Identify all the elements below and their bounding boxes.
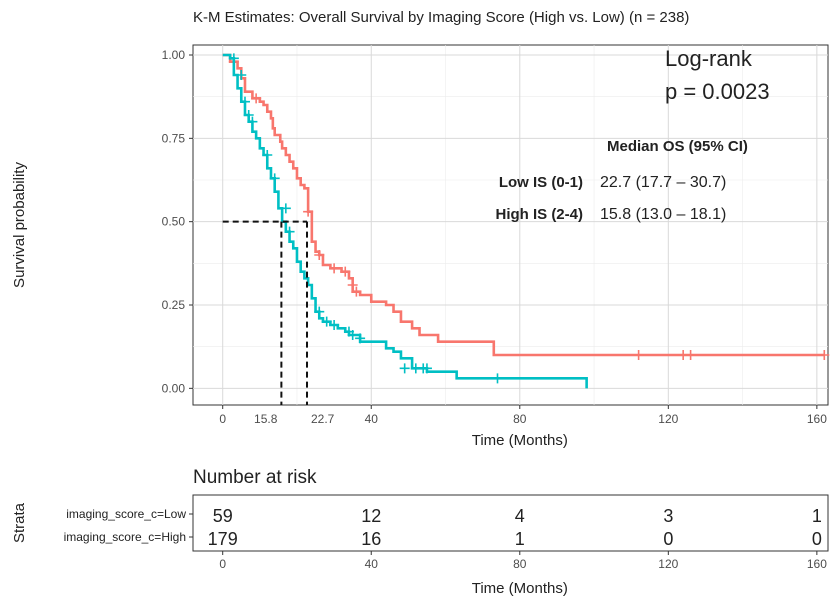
x-tick-label: 120 [658,412,678,426]
risk-x-tick-label: 40 [365,557,379,571]
y-axis-title: Survival probability [11,162,28,288]
km-curve-low [222,53,825,357]
median-header: Median OS (95% CI) [607,138,748,155]
risk-cell: 4 [515,506,525,526]
censor-mark-high [399,363,410,374]
censor-mark-high [239,96,250,107]
risk-panel [192,494,829,552]
censor-mark-high [236,70,247,80]
censor-mark-low [685,350,696,360]
censor-mark-low [819,350,830,360]
risk-x-tick-label: 0 [219,557,226,571]
censor-mark-high [314,306,325,317]
median-row-group: High IS (2-4) [495,206,583,223]
risk-cell: 3 [663,506,673,526]
risk-y-axis-title: Strata [11,502,28,543]
censor-mark-high [243,110,254,120]
median-row-group: Low IS (0-1) [499,174,583,191]
censor-mark-high [247,116,258,127]
censor-mark-low [347,280,358,290]
risk-cell: 1 [812,506,822,526]
y-tick-label: 0.50 [162,215,186,229]
censor-mark-high [284,226,295,237]
chart-title: K-M Estimates: Overall Survival by Imagi… [193,9,689,26]
censor-mark-high [421,363,432,374]
censor-mark-low [329,263,340,274]
censor-mark-low [303,206,314,217]
risk-cell: 0 [663,529,673,549]
censor-mark-high [262,150,273,160]
risk-cell: 179 [208,529,238,549]
median-label: 22.7 [311,412,335,426]
risk-row-label: imaging_score_c=Low [66,507,186,521]
x-tick-label: 0 [219,412,226,426]
median-row-value: 22.7 (17.7 – 30.7) [600,174,726,191]
plot-panel [192,44,829,406]
x-tick-label: 40 [365,412,379,426]
risk-table: Number at risk imaging_score_c=Low 59 12 4 3 1… [11,467,829,597]
censor-mark-high [269,173,280,184]
censor-mark-low [633,350,644,360]
y-tick-label: 0.00 [162,381,186,395]
risk-row-label: imaging_score_c=High [64,530,186,544]
risk-cell: 59 [213,506,233,526]
median-row-value: 15.8 (13.0 – 18.1) [600,206,726,223]
risk-cell: 16 [361,529,381,549]
y-tick-label: 0.75 [162,131,186,145]
risk-x-axis-title: Time (Months) [472,580,568,597]
logrank-title: Log-rank [665,46,753,71]
risk-cell: 0 [812,529,822,549]
censor-mark-high [347,330,358,340]
censor-mark-low [340,266,351,277]
x-tick-label: 160 [807,412,827,426]
risk-cell: 12 [361,506,381,526]
x-tick-label: 80 [513,412,527,426]
risk-x-tick-label: 160 [807,557,827,571]
censor-mark-low [351,286,362,297]
risk-x-tick-label: 80 [513,557,527,571]
censor-mark-high [228,53,239,64]
censor-mark-high [280,203,291,214]
risk-cell: 1 [515,529,525,549]
y-tick-label: 0.25 [162,298,186,312]
censor-mark-low [251,93,262,104]
censor-mark-high [321,316,332,327]
risk-table-title: Number at risk [193,467,317,488]
censor-mark-low [314,250,325,260]
x-axis-title: Time (Months) [472,432,568,449]
y-tick-label: 1.00 [162,48,186,62]
censor-mark-high [329,320,340,330]
median-label: 15.8 [254,412,278,426]
censor-mark-high [355,333,366,344]
logrank-p: p = 0.0023 [665,79,770,104]
risk-x-tick-label: 120 [658,557,678,571]
survival-plot: 0 40 80 120 160 0.00 0.25 0.50 0.75 1.00 K-M Estim… [11,9,830,449]
censor-mark-high [492,373,503,384]
